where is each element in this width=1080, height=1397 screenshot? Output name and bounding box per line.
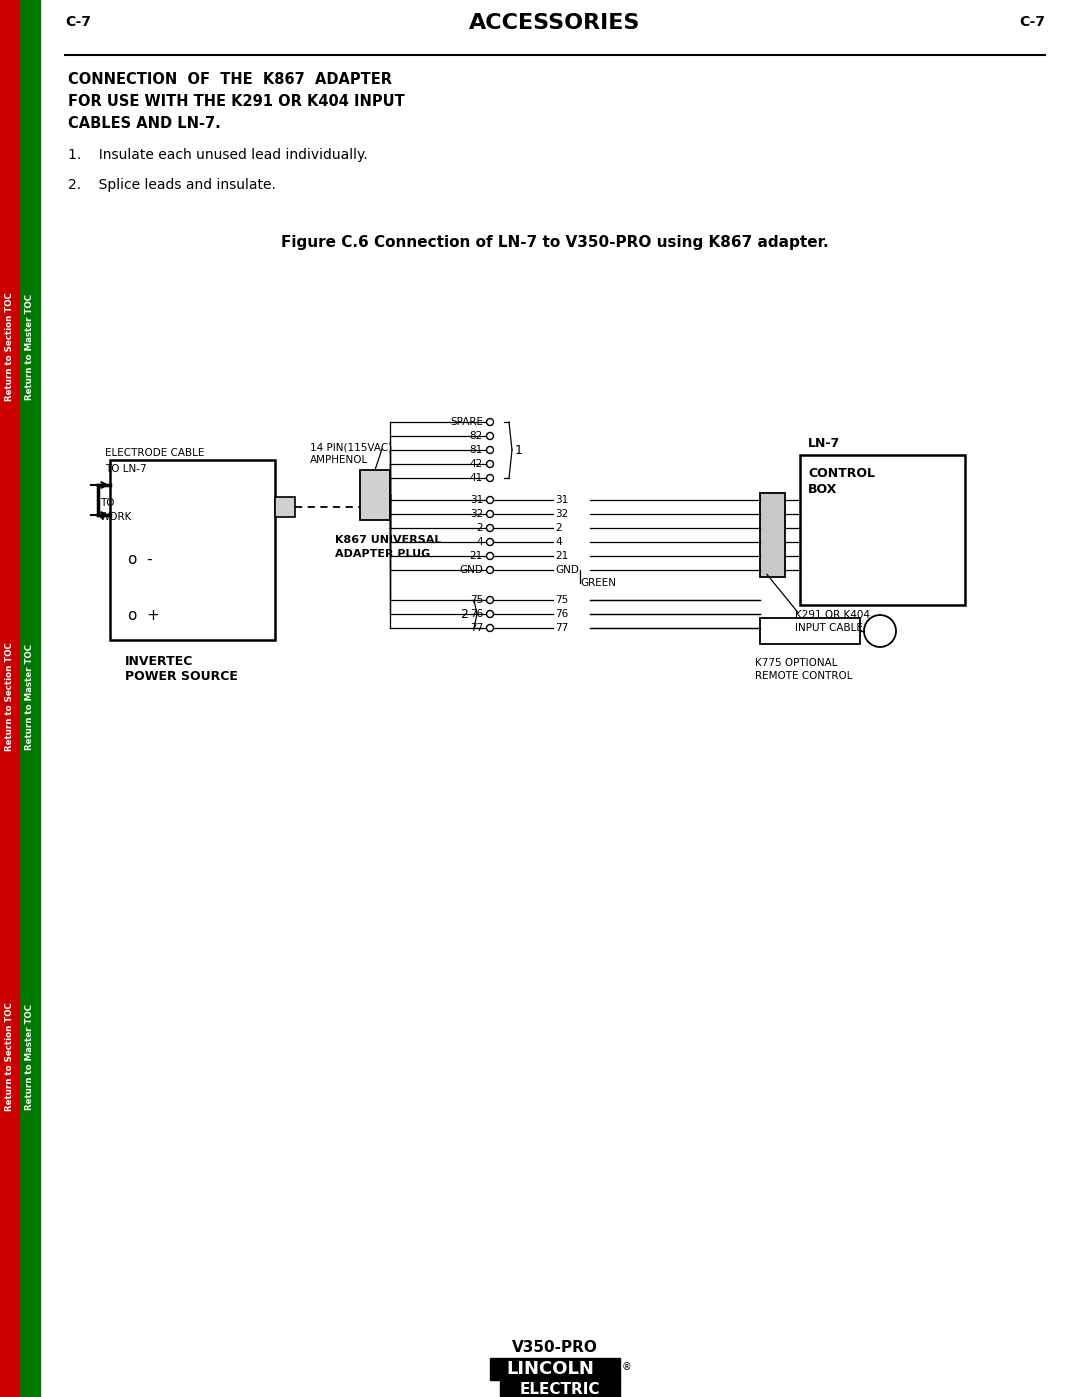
Text: 1: 1 [515, 443, 523, 457]
Text: 32: 32 [555, 509, 568, 520]
Text: ACCESSORIES: ACCESSORIES [470, 13, 640, 34]
Bar [21, 0, 40, 1397]
Text: 4: 4 [555, 536, 562, 548]
Text: 1.    Insulate each unused lead individually.: 1. Insulate each unused lead individuall… [68, 148, 367, 162]
Bar [800, 455, 966, 605]
Text: CONNECTION  OF  THE  K867  ADAPTER: CONNECTION OF THE K867 ADAPTER [68, 73, 392, 87]
Text: o  +: o + [129, 608, 160, 623]
Bar [360, 469, 390, 520]
Text: 75: 75 [470, 595, 483, 605]
Text: 42: 42 [470, 460, 483, 469]
Text: 76: 76 [470, 609, 483, 619]
Text: C-7: C-7 [65, 15, 91, 29]
Text: 75: 75 [555, 595, 568, 605]
Text: 76: 76 [555, 609, 568, 619]
Text: BOX: BOX [808, 483, 837, 496]
Text: ELECTRODE CABLE: ELECTRODE CABLE [105, 448, 204, 458]
Text: 81: 81 [470, 446, 483, 455]
Text: TO: TO [100, 497, 114, 509]
Text: 41: 41 [470, 474, 483, 483]
Bar [760, 617, 860, 644]
Text: POWER SOURCE: POWER SOURCE [125, 671, 238, 683]
Text: K867 UNIVERSAL: K867 UNIVERSAL [335, 535, 442, 545]
Bar [110, 460, 275, 640]
Text: C-7: C-7 [1020, 15, 1045, 29]
Text: FOR USE WITH THE K291 OR K404 INPUT: FOR USE WITH THE K291 OR K404 INPUT [68, 94, 405, 109]
Text: 31: 31 [470, 495, 483, 504]
Text: 14 PIN(115VAC): 14 PIN(115VAC) [310, 441, 392, 453]
Text: REMOTE CONTROL: REMOTE CONTROL [755, 671, 852, 680]
Text: WORK: WORK [100, 511, 133, 522]
Text: CONTROL: CONTROL [808, 467, 875, 481]
Text: o  -: o - [129, 552, 152, 567]
Text: 2.    Splice leads and insulate.: 2. Splice leads and insulate. [68, 177, 275, 191]
Text: SPARE: SPARE [450, 416, 483, 427]
Text: Figure C.6 Connection of LN-7 to V350-PRO using K867 adapter.: Figure C.6 Connection of LN-7 to V350-PR… [281, 235, 828, 250]
Text: Return to Section TOC: Return to Section TOC [5, 292, 14, 401]
Text: K291 OR K404: K291 OR K404 [795, 610, 870, 620]
Text: 32: 32 [470, 509, 483, 520]
Text: GREEN: GREEN [580, 578, 616, 588]
Text: ®: ® [622, 1362, 632, 1372]
Text: ELECTRIC: ELECTRIC [519, 1382, 600, 1397]
Text: 77: 77 [555, 623, 568, 633]
Text: Return to Section TOC: Return to Section TOC [5, 643, 14, 752]
Text: 4: 4 [476, 536, 483, 548]
Text: AMPHENOL: AMPHENOL [310, 455, 368, 465]
Text: 21: 21 [555, 550, 568, 562]
Text: Return to Master TOC: Return to Master TOC [26, 1004, 35, 1111]
Text: 21: 21 [470, 550, 483, 562]
Text: 31: 31 [555, 495, 568, 504]
Text: ADAPTER PLUG: ADAPTER PLUG [335, 549, 430, 559]
Text: TO LN-7: TO LN-7 [105, 464, 147, 474]
Text: INVERTEC: INVERTEC [125, 655, 193, 668]
Bar [490, 1358, 620, 1380]
Text: 2: 2 [476, 522, 483, 534]
Bar [275, 497, 295, 517]
Text: V350-PRO: V350-PRO [512, 1340, 598, 1355]
Text: 82: 82 [470, 432, 483, 441]
Bar [0, 0, 21, 1397]
Text: CABLES AND LN-7.: CABLES AND LN-7. [68, 116, 220, 131]
Text: Return to Master TOC: Return to Master TOC [26, 293, 35, 400]
Text: Return to Section TOC: Return to Section TOC [5, 1003, 14, 1112]
Text: K775 OPTIONAL: K775 OPTIONAL [755, 658, 837, 668]
Text: LINCOLN: LINCOLN [507, 1361, 594, 1377]
Text: INPUT CABLE: INPUT CABLE [795, 623, 863, 633]
Text: 2: 2 [555, 522, 562, 534]
Text: GND: GND [459, 564, 483, 576]
Text: 2: 2 [460, 608, 468, 620]
Text: 77: 77 [470, 623, 483, 633]
Text: Return to Master TOC: Return to Master TOC [26, 644, 35, 750]
Text: GND: GND [555, 564, 579, 576]
Bar [760, 493, 785, 577]
Text: LN-7: LN-7 [808, 437, 840, 450]
Bar [500, 1380, 620, 1397]
